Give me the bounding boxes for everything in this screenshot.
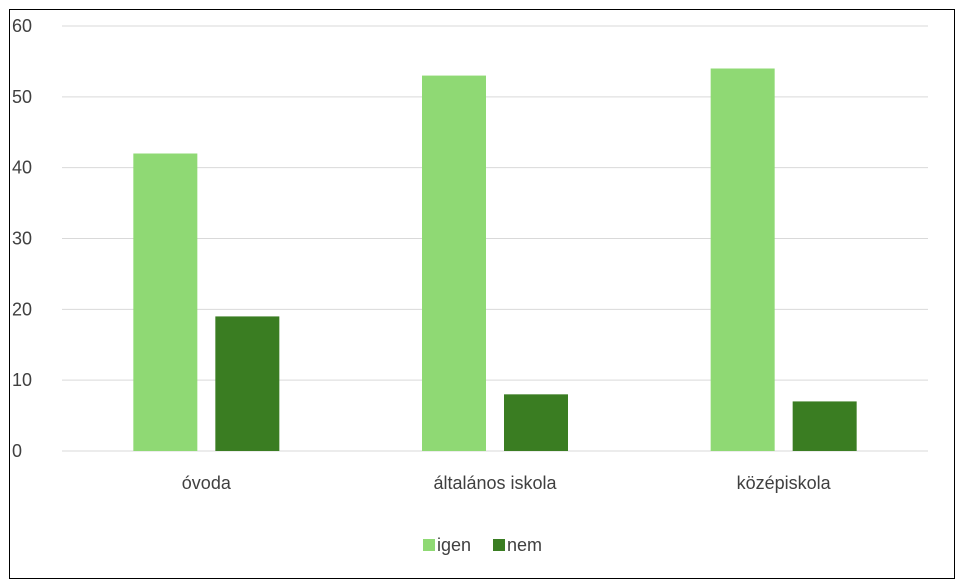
bars bbox=[133, 68, 857, 451]
legend-item-nem: nem bbox=[493, 535, 542, 555]
y-tick-label-40: 40 bbox=[12, 158, 32, 178]
bar-nem-2 bbox=[792, 401, 857, 451]
legend-item-igen: igen bbox=[423, 535, 471, 555]
legend-label-igen: igen bbox=[437, 535, 471, 555]
legend-swatch-igen bbox=[423, 539, 435, 551]
bar-igen-2 bbox=[710, 68, 775, 451]
y-tick-label-30: 30 bbox=[12, 229, 32, 249]
x-category-label-2: középiskola bbox=[737, 473, 832, 493]
legend-swatch-nem bbox=[493, 539, 505, 551]
y-tick-label-50: 50 bbox=[12, 87, 32, 107]
bar-igen-0 bbox=[133, 153, 198, 451]
bar-igen-1 bbox=[422, 75, 486, 451]
gridlines bbox=[62, 25, 928, 452]
x-category-label-1: általános iskola bbox=[433, 473, 557, 493]
bar-chart: 0 10 20 30 40 50 60 óvoda általános iskola közép… bbox=[12, 16, 928, 555]
y-tick-label-0: 0 bbox=[12, 441, 22, 461]
bar-nem-1 bbox=[504, 394, 568, 451]
legend: igen nem bbox=[423, 535, 542, 555]
x-axis-category-labels: óvoda általános iskola középiskola bbox=[182, 473, 832, 493]
bar-nem-0 bbox=[215, 316, 280, 451]
y-tick-label-60: 60 bbox=[12, 16, 32, 36]
y-tick-label-10: 10 bbox=[12, 370, 32, 390]
x-category-label-0: óvoda bbox=[182, 473, 232, 493]
y-tick-label-20: 20 bbox=[12, 299, 32, 319]
y-axis-tick-labels: 0 10 20 30 40 50 60 bbox=[12, 16, 32, 461]
legend-label-nem: nem bbox=[507, 535, 542, 555]
chart-frame: 0 10 20 30 40 50 60 óvoda általános iskola közép… bbox=[9, 9, 955, 579]
